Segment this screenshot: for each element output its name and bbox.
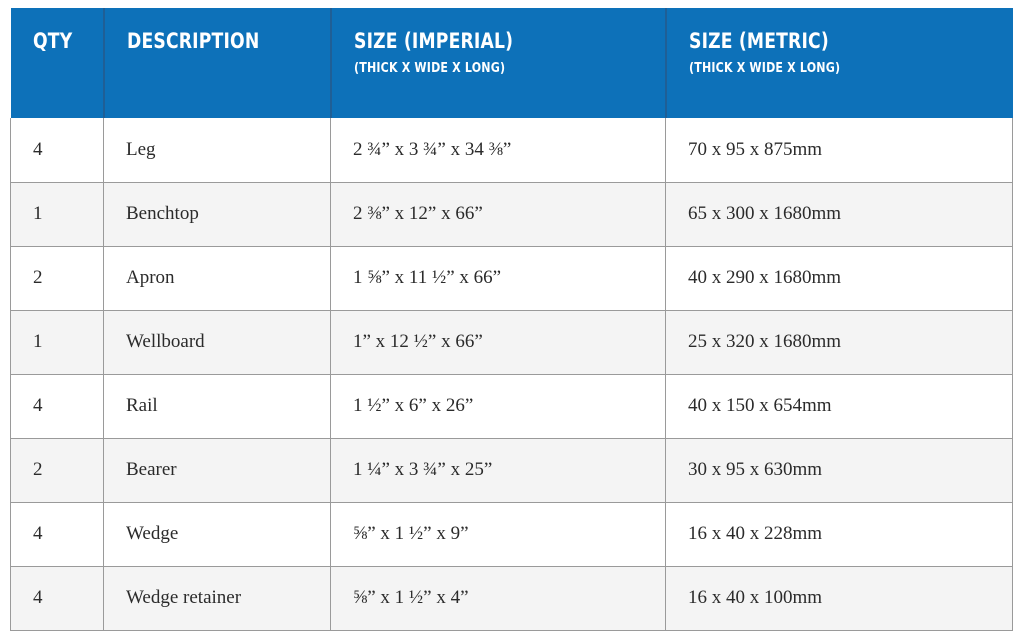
- cell-description: Apron: [103, 246, 331, 311]
- column-header-qty: QTY: [10, 8, 105, 118]
- cell-description: Bearer: [103, 438, 331, 503]
- cell-qty: 4: [10, 374, 104, 439]
- column-header-size-metric-title: SIZE (METRIC): [688, 29, 829, 53]
- cell-description: Wedge: [103, 502, 331, 567]
- cell-qty: 2: [10, 438, 104, 503]
- cell-size-metric: 16 x 40 x 228mm: [665, 502, 1013, 567]
- cell-description: Wellboard: [103, 310, 331, 375]
- table-header-row: QTY DESCRIPTION SIZE (IMPERIAL) (THICK X…: [10, 8, 1013, 118]
- column-header-qty-title: QTY: [32, 29, 72, 53]
- cell-size-imperial: 2 ¾” x 3 ¾” x 34 ⅜”: [330, 118, 666, 183]
- table-row: 4 Leg 2 ¾” x 3 ¾” x 34 ⅜” 70 x 95 x 875m…: [10, 118, 1013, 183]
- table-row: 4 Wedge retainer ⅝” x 1 ½” x 4” 16 x 40 …: [10, 566, 1013, 631]
- cell-size-metric: 25 x 320 x 1680mm: [665, 310, 1013, 375]
- cell-size-metric: 40 x 150 x 654mm: [665, 374, 1013, 439]
- cell-size-metric: 40 x 290 x 1680mm: [665, 246, 1013, 311]
- cell-size-metric: 70 x 95 x 875mm: [665, 118, 1013, 183]
- cell-size-imperial: 1 ½” x 6” x 26”: [330, 374, 666, 439]
- cell-size-imperial: 1 ⅝” x 11 ½” x 66”: [330, 246, 666, 311]
- cell-size-imperial: ⅝” x 1 ½” x 4”: [330, 566, 666, 631]
- column-header-size-imperial-title: SIZE (IMPERIAL): [353, 29, 513, 53]
- column-header-size-metric-subtitle: (THICK X WIDE X LONG): [688, 60, 840, 77]
- cell-description: Benchtop: [103, 182, 331, 247]
- table-row: 4 Rail 1 ½” x 6” x 26” 40 x 150 x 654mm: [10, 374, 1013, 439]
- cell-description: Wedge retainer: [103, 566, 331, 631]
- cut-list-table: QTY DESCRIPTION SIZE (IMPERIAL) (THICK X…: [10, 8, 1013, 631]
- column-header-size-imperial-subtitle: (THICK X WIDE X LONG): [353, 60, 505, 77]
- table-header: QTY DESCRIPTION SIZE (IMPERIAL) (THICK X…: [10, 8, 1013, 118]
- cell-qty: 4: [10, 566, 104, 631]
- cell-size-imperial: ⅝” x 1 ½” x 9”: [330, 502, 666, 567]
- cell-size-imperial: 2 ⅜” x 12” x 66”: [330, 182, 666, 247]
- cell-size-metric: 65 x 300 x 1680mm: [665, 182, 1013, 247]
- cell-qty: 4: [10, 118, 104, 183]
- cell-size-metric: 16 x 40 x 100mm: [665, 566, 1013, 631]
- cut-list-table-container: QTY DESCRIPTION SIZE (IMPERIAL) (THICK X…: [10, 8, 1013, 631]
- table-row: 1 Benchtop 2 ⅜” x 12” x 66” 65 x 300 x 1…: [10, 182, 1013, 247]
- table-row: 1 Wellboard 1” x 12 ½” x 66” 25 x 320 x …: [10, 310, 1013, 375]
- table-row: 4 Wedge ⅝” x 1 ½” x 9” 16 x 40 x 228mm: [10, 502, 1013, 567]
- cell-qty: 1: [10, 182, 104, 247]
- cell-qty: 4: [10, 502, 104, 567]
- cell-description: Rail: [103, 374, 331, 439]
- cell-size-imperial: 1 ¼” x 3 ¾” x 25”: [330, 438, 666, 503]
- cell-qty: 2: [10, 246, 104, 311]
- column-header-description: DESCRIPTION: [103, 8, 332, 118]
- table-body: 4 Leg 2 ¾” x 3 ¾” x 34 ⅜” 70 x 95 x 875m…: [10, 118, 1013, 631]
- column-header-size-metric: SIZE (METRIC) (THICK X WIDE X LONG): [665, 8, 1013, 118]
- table-row: 2 Apron 1 ⅝” x 11 ½” x 66” 40 x 290 x 16…: [10, 246, 1013, 311]
- cell-description: Leg: [103, 118, 331, 183]
- column-header-size-imperial: SIZE (IMPERIAL) (THICK X WIDE X LONG): [330, 8, 667, 118]
- column-header-description-title: DESCRIPTION: [126, 29, 259, 53]
- cell-size-metric: 30 x 95 x 630mm: [665, 438, 1013, 503]
- cell-qty: 1: [10, 310, 104, 375]
- table-row: 2 Bearer 1 ¼” x 3 ¾” x 25” 30 x 95 x 630…: [10, 438, 1013, 503]
- cell-size-imperial: 1” x 12 ½” x 66”: [330, 310, 666, 375]
